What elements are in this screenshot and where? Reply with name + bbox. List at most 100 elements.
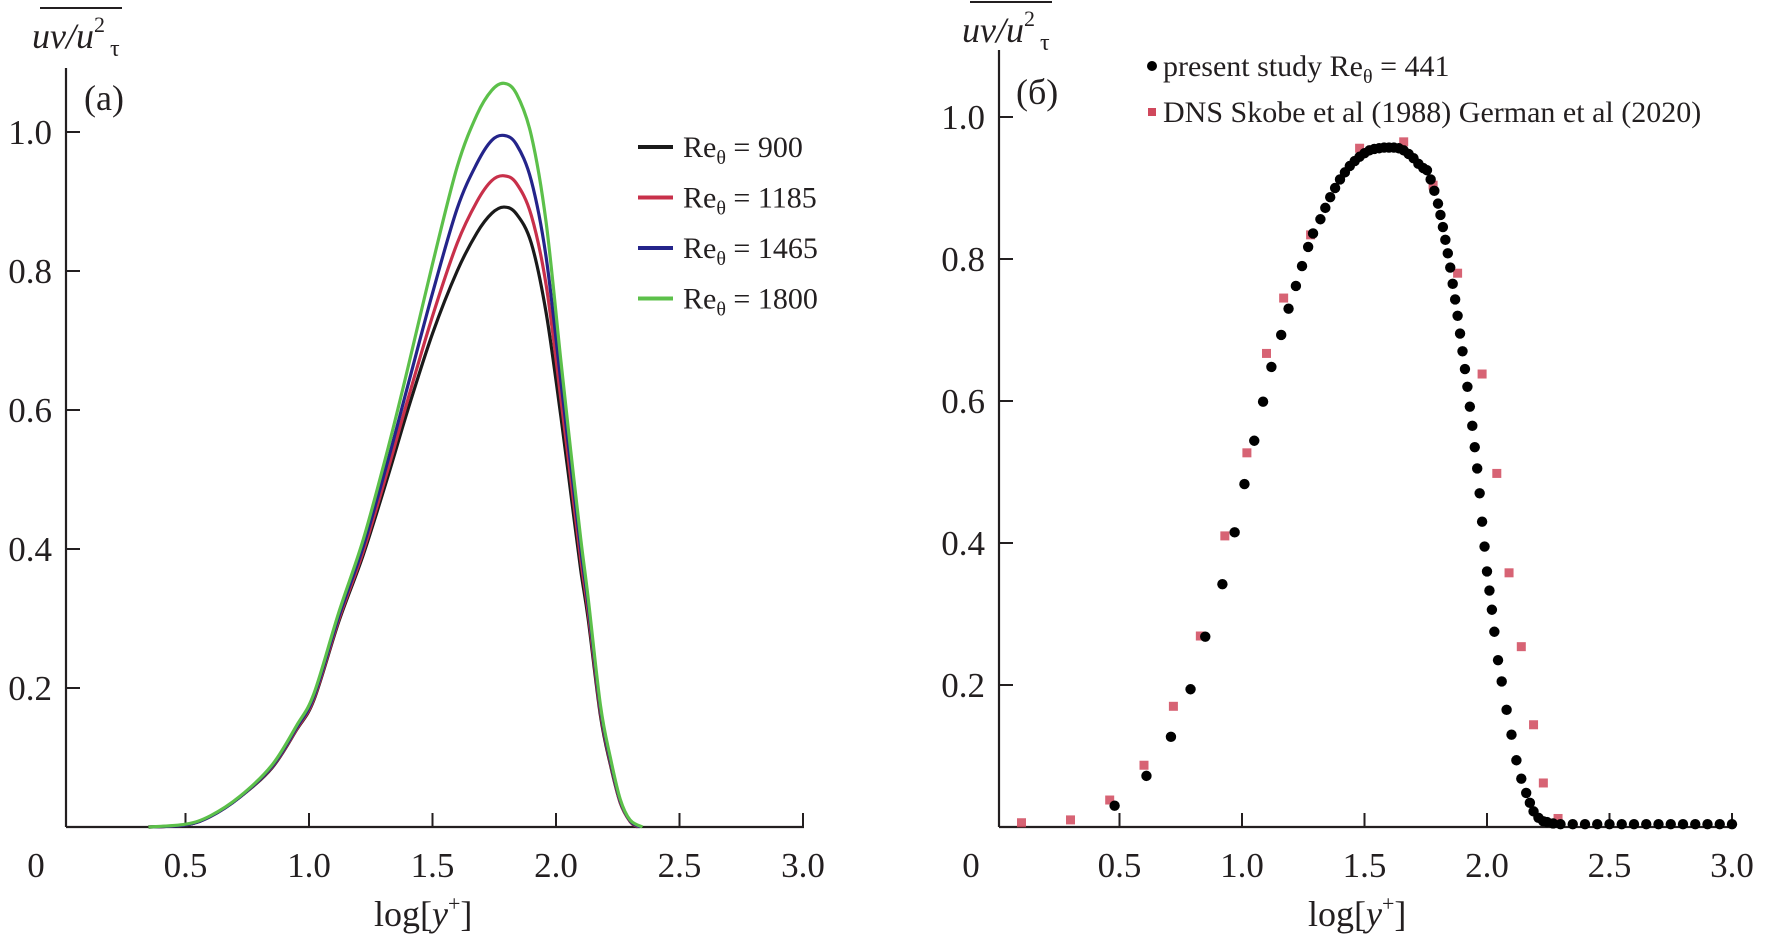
- panel-b-y-tick-label: 1.0: [941, 98, 985, 137]
- data-point: [1428, 180, 1438, 190]
- data-point: [1604, 818, 1615, 830]
- data-point: [1492, 468, 1502, 478]
- data-point: [1477, 369, 1487, 379]
- data-point: [1296, 260, 1308, 272]
- data-point: [1276, 329, 1287, 341]
- series-line-3: [148, 133, 641, 829]
- data-point: [1616, 818, 1627, 830]
- data-point: [1435, 209, 1446, 221]
- data-point: [1442, 248, 1454, 259]
- panel-b-y-tick-label: 0.6: [941, 382, 985, 421]
- data-point: [1452, 310, 1463, 321]
- data-point: [1714, 818, 1725, 830]
- series-line-4: [148, 81, 644, 829]
- series-line-1: [148, 205, 639, 829]
- data-point: [1432, 198, 1444, 209]
- legend-label: Reθ = 1465: [683, 232, 818, 270]
- data-point: [1239, 478, 1250, 490]
- panel-a-y-tick-label: 0.4: [8, 530, 52, 569]
- panel-b-y-tick-label: 0.2: [941, 666, 985, 705]
- data-point: [1553, 813, 1563, 823]
- data-point: [1726, 818, 1738, 830]
- legend-item-1: Reθ = 900: [638, 131, 803, 169]
- data-point: [1017, 818, 1026, 828]
- data-point: [1139, 760, 1149, 770]
- data-point: [1165, 731, 1177, 743]
- panel-b-series: [1017, 137, 1738, 830]
- legend-label: Reθ = 1800: [683, 283, 818, 321]
- panel-a-label: (a): [84, 78, 124, 118]
- panel-a-axes: 0 0.5 1.0 1.5 2.0 2.5 3.0 0.2 0.4 0.6 0.8 1.0: [8, 68, 825, 885]
- data-point: [1447, 278, 1458, 290]
- legend-item-1: present study Reθ = 441: [1147, 50, 1449, 88]
- panel-a-legend: Reθ = 900 Reθ = 1185 Reθ = 1465 Reθ = 1800: [638, 131, 818, 321]
- panel-b-x-tick-label: 2.0: [1465, 846, 1509, 885]
- svg-text:uv/u2: uv/u2: [962, 6, 1035, 50]
- panel-a-x-tick-label: 2.5: [658, 846, 702, 885]
- data-point: [1262, 348, 1271, 358]
- panel-a-y-tick-label: 0.8: [8, 252, 52, 291]
- panel-a-y-tick-label: 1.0: [8, 113, 52, 152]
- data-point: [1516, 773, 1527, 784]
- panel-a-series: [148, 81, 644, 829]
- data-point: [1220, 531, 1230, 541]
- data-point: [1529, 720, 1539, 730]
- data-point: [1459, 363, 1471, 375]
- data-point: [1489, 626, 1500, 637]
- data-point: [1320, 202, 1331, 214]
- panel-b-axes: 0 0.5 1.0 1.5 2.0 2.5 3.0 0.2 0.4 0.6 0.8 1.0: [941, 50, 1754, 885]
- data-point: [1538, 778, 1548, 788]
- data-point: [1479, 541, 1490, 552]
- data-point: [1501, 704, 1512, 716]
- data-point: [1486, 604, 1498, 615]
- panel-b-y-tick-label: 0.4: [941, 524, 985, 563]
- data-point: [1279, 293, 1289, 303]
- data-point: [1355, 143, 1365, 153]
- data-point: [1665, 818, 1676, 830]
- data-point: [1290, 280, 1302, 292]
- data-point: [1105, 795, 1115, 805]
- panel-a-chart: uv/u2 τ (a) 0 0.5 1.0 1.5 2.0 2.5 3.0 0.2 0.4 0.6…: [8, 7, 825, 934]
- data-point: [1329, 182, 1341, 194]
- data-point: [1464, 401, 1476, 412]
- data-point: [1453, 268, 1463, 278]
- series-line-2: [148, 174, 640, 829]
- data-point: [1141, 770, 1152, 782]
- panel-a-x-tick-label: 0.5: [164, 846, 208, 885]
- panel-a-x-tick-label: 3.0: [781, 846, 825, 885]
- legend-label: DNS Skobe et al (1988) German et al (202…: [1163, 96, 1701, 129]
- panel-a-y-axis-title-main: uv/u: [32, 16, 94, 56]
- data-point: [1325, 192, 1336, 203]
- data-point: [1266, 361, 1277, 373]
- panel-b-x-tick-label: 0: [962, 846, 980, 885]
- data-point: [1702, 818, 1713, 830]
- data-point: [1641, 818, 1652, 830]
- data-point: [1109, 800, 1120, 811]
- data-point: [1437, 221, 1449, 233]
- legend-item-3: Reθ = 1465: [638, 232, 818, 270]
- panel-b-x-tick-label: 1.0: [1220, 846, 1264, 885]
- panel-a-x-tick-label: 1.0: [287, 846, 331, 885]
- panel-b-y-axis-title: uv/u2 τ: [962, 1, 1052, 56]
- data-point: [1653, 818, 1664, 830]
- legend-marker: [1147, 61, 1157, 71]
- panel-b-x-tick-label: 2.5: [1588, 846, 1632, 885]
- panel-b-legend: present study Reθ = 441 DNS Skobe et al (…: [1147, 50, 1701, 129]
- data-point: [1307, 228, 1319, 239]
- data-point: [1524, 797, 1536, 809]
- data-point: [1449, 294, 1461, 305]
- data-point: [1481, 566, 1493, 577]
- data-point: [1445, 262, 1456, 273]
- panel-b-y-tick-label: 0.8: [941, 240, 985, 279]
- panel-a-x-tick-label: 2.0: [534, 846, 578, 885]
- data-point: [1492, 654, 1504, 666]
- panel-b-y-axis-title-sub: τ: [1040, 30, 1050, 56]
- data-point: [1472, 463, 1483, 474]
- legend-item-2: DNS Skobe et al (1988) German et al (202…: [1148, 96, 1701, 129]
- data-point: [1457, 346, 1468, 357]
- data-point: [1467, 420, 1478, 432]
- legend-label: Reθ = 900: [683, 131, 803, 169]
- data-point: [1484, 585, 1495, 596]
- panel-b-y-axis-title-main: uv/u: [962, 10, 1024, 50]
